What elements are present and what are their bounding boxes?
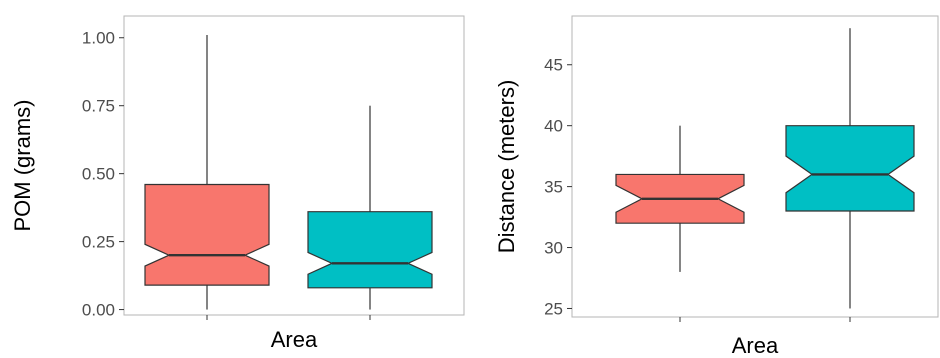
y-tick-label: 35 (544, 178, 563, 197)
x-axis-title: Area (732, 333, 779, 358)
notched-box (785, 125, 915, 212)
y-tick-label: 0.25 (82, 233, 115, 252)
chart-panel-2: 25 30 35 40 45 Area Distance (meters) (494, 15, 939, 358)
y-tick-label: 0.75 (82, 97, 115, 116)
boxplot-2 (307, 105, 433, 310)
x-axis-title: Area (271, 327, 318, 352)
y-tick-label: 25 (544, 299, 563, 318)
y-tick-label: 40 (544, 117, 563, 136)
y-axis-title: POM (grams) (10, 100, 35, 232)
y-tick-label: 30 (544, 239, 563, 258)
y-tick-label: 0.00 (82, 301, 115, 320)
y-axis-title: Distance (meters) (494, 80, 519, 254)
chart-panel-1: 0.00 0.25 0.50 0.75 1.00 Area POM (grams) (10, 15, 465, 352)
notched-box (307, 211, 433, 289)
boxplot-2 (785, 28, 915, 309)
panel-border (123, 15, 465, 316)
y-tick-label: 0.50 (82, 165, 115, 184)
panel-border (571, 15, 939, 318)
notched-box (144, 183, 270, 286)
boxplot-1 (144, 35, 270, 310)
y-tick-label: 1.00 (82, 29, 115, 48)
boxplot-1 (615, 125, 745, 272)
y-tick-label: 45 (544, 56, 563, 75)
